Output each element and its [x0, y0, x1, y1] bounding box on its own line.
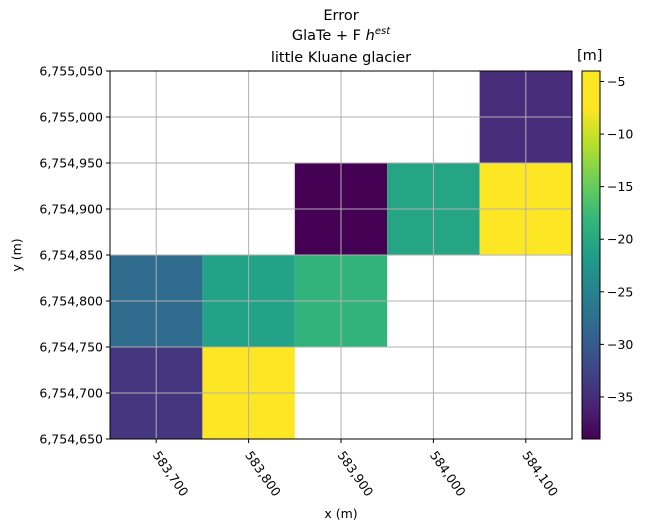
colorbar-tick-label-3: −20 [607, 232, 633, 247]
x-axis: 583,700 583,800 583,900 584,000 584,100 [150, 439, 561, 499]
colorbar-tick-label-5: −10 [607, 127, 633, 142]
x-tick-label-4: 584,100 [519, 448, 561, 499]
y-tick-label-5: 6,754,900 [39, 202, 103, 217]
chart-title-symbol: h [365, 28, 375, 44]
colorbar-tick-label-6: −5 [607, 74, 625, 89]
y-tick-label-1: 6,754,700 [39, 386, 103, 401]
y-axis: 6,754,650 6,754,700 6,754,750 6,754,800 6,75… [39, 64, 110, 447]
y-axis-label: y (m) [9, 238, 24, 271]
chart-title-line-2: GlaTe + F hest [110, 26, 572, 47]
colorbar-ticks: −35 −30 −25 −20 −15 −10 −5 [600, 74, 633, 404]
colorbar-tick-label-4: −15 [607, 179, 633, 194]
x-tick-label-2: 583,900 [335, 448, 377, 499]
y-tick-label-6: 6,754,950 [39, 156, 103, 171]
y-tick-label-2: 6,754,750 [39, 340, 103, 355]
x-tick-label-1: 583,800 [242, 448, 284, 499]
chart-title-method: GlaTe + F [291, 28, 362, 44]
y-tick-label-8: 6,755,050 [39, 64, 103, 79]
x-axis-label: x (m) [324, 506, 357, 521]
y-tick-label-0: 6,754,650 [39, 432, 103, 447]
x-tick-label-3: 584,000 [427, 448, 469, 499]
chart-title-line-1: Error [323, 8, 359, 24]
colorbar-tick-label-2: −25 [607, 284, 633, 299]
colorbar-tick-label-1: −30 [607, 337, 633, 352]
y-tick-label-7: 6,755,000 [39, 110, 103, 125]
chart-title-line-3: little Kluane glacier [270, 50, 412, 66]
colorbar [581, 70, 601, 440]
colorbar-unit-label: [m] [577, 48, 603, 64]
y-tick-label-3: 6,754,800 [39, 294, 103, 309]
x-tick-label-0: 583,700 [150, 448, 192, 499]
chart-title-superscript: est [374, 26, 391, 37]
colorbar-tick-label-0: −35 [607, 389, 633, 404]
y-tick-label-4: 6,754,850 [39, 248, 103, 263]
